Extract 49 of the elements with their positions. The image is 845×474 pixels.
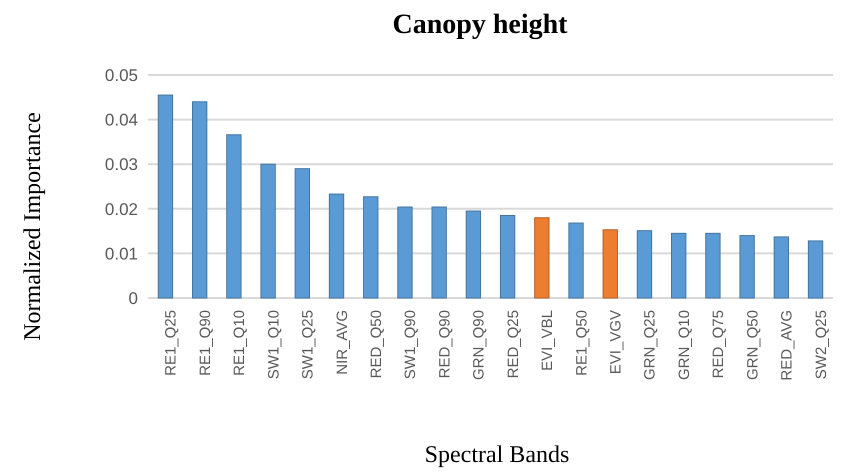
x-axis-title: Spectral Bands: [424, 442, 570, 468]
bar: [294, 168, 310, 298]
bar: [739, 235, 755, 298]
bar: [260, 164, 276, 298]
x-tick-label: GRN_Q10: [676, 310, 693, 380]
bar: [705, 232, 721, 298]
x-tick-label: EVI_VGV: [608, 310, 625, 374]
bar: [192, 101, 208, 298]
x-tick-label: RED_Q75: [710, 310, 728, 378]
bar: [808, 240, 824, 298]
y-tick-label: 0.04: [104, 110, 138, 130]
y-tick-label: 0.02: [104, 200, 138, 219]
bar: [602, 229, 618, 298]
x-tick-label: RE1_Q10: [231, 310, 248, 376]
bar: [431, 206, 447, 298]
bar: [671, 232, 686, 298]
x-tick-label: RE1_Q25: [162, 310, 180, 376]
bar: [397, 206, 413, 298]
y-tick-label: 0.03: [104, 155, 138, 174]
bar: [568, 222, 584, 298]
x-tick-label: RE1_Q90: [196, 310, 214, 376]
x-tick-label: SW2_Q25: [812, 310, 830, 380]
bar: [774, 236, 790, 298]
bar: [466, 210, 482, 298]
x-tick-label: RED_Q50: [368, 310, 385, 378]
bar: [363, 196, 378, 298]
x-tick-label: GRN_Q50: [744, 310, 762, 380]
bar: [226, 134, 242, 298]
bar: [158, 94, 174, 298]
bar: [328, 194, 344, 298]
y-tick-label: 0: [128, 288, 138, 308]
x-tick-label: GRN_Q90: [470, 310, 488, 380]
y-tick-label: 0.01: [104, 244, 138, 264]
x-tick-label: RED_Q90: [436, 310, 454, 378]
bar: [500, 214, 516, 298]
x-tick-label: NIR_AVG: [334, 310, 351, 375]
x-tick-label: RE1_Q50: [573, 310, 590, 376]
x-tick-label: SW1_Q90: [402, 310, 420, 380]
bar: [534, 217, 550, 298]
x-tick-label: RED_Q25: [504, 310, 522, 378]
y-tick-label: 0.05: [104, 66, 138, 85]
bar: [636, 230, 652, 298]
x-tick-label: EVI_VBL: [539, 310, 556, 371]
x-tick-label: SW1_Q10: [265, 310, 282, 380]
y-axis-title: Normalized Importance: [20, 112, 46, 341]
x-tick-label: GRN_Q25: [642, 310, 659, 380]
x-tick-label: RED_AVG: [778, 310, 796, 381]
x-tick-label: SW1_Q25: [300, 310, 317, 380]
chart-title: Canopy height: [392, 9, 568, 40]
